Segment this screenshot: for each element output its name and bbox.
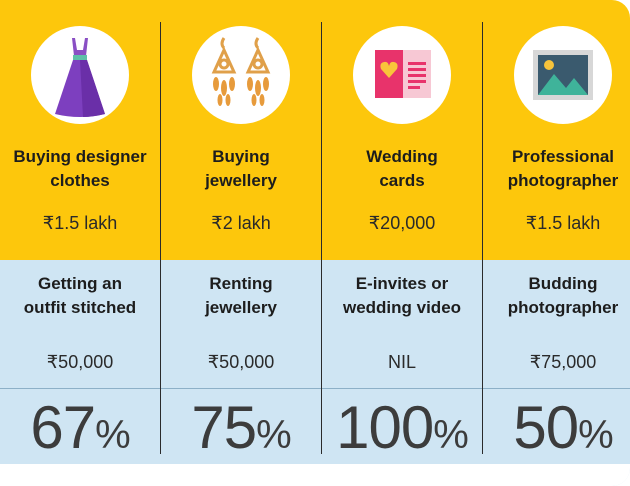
saving-value: 67 [30, 394, 96, 461]
title-line: photographer [507, 298, 619, 317]
budget-options-band [0, 260, 630, 486]
earrings-icon [211, 37, 271, 106]
title-line: jewellery [205, 298, 277, 317]
budget-cost: ₹50,000 [207, 352, 275, 372]
column-divider [160, 22, 161, 454]
budget-cost: ₹50,000 [46, 352, 114, 372]
saving-percent: 50% [483, 388, 630, 475]
budget-option-title: Renting jewellery [161, 272, 321, 320]
title-line: Buying [212, 147, 270, 166]
column-divider [321, 22, 322, 454]
title-line: Wedding [366, 147, 438, 166]
saving-value: 75 [191, 394, 257, 461]
title-line: Renting [209, 274, 273, 293]
budget-option-title: Getting an outfit stitched [0, 272, 160, 320]
icon-circle [353, 26, 451, 124]
title-line: Getting an [37, 274, 123, 293]
expensive-cost: ₹1.5 lakh [525, 213, 601, 233]
title-line: wedding video [342, 298, 462, 317]
saving-value: 100 [336, 394, 434, 461]
column-divider [482, 22, 483, 454]
title-line: jewellery [205, 171, 277, 190]
expensive-cost: ₹1.5 lakh [42, 213, 118, 233]
percent-sign: % [256, 413, 292, 457]
icon-circle [514, 26, 612, 124]
column-photographer: Professional photographer ₹1.5 lakh Budd… [483, 0, 630, 486]
title-line: outfit stitched [23, 298, 137, 317]
title-line: Professional [511, 147, 615, 166]
percent-sign: % [433, 413, 469, 457]
icon-circle [31, 26, 129, 124]
column-jewellery: Buying jewellery ₹2 lakh Renting jewelle… [161, 0, 321, 486]
saving-percent: 100% [322, 388, 482, 475]
saving-value: 50 [513, 394, 579, 461]
budget-option-title: Budding photographer [483, 272, 630, 320]
title-line: photographer [507, 171, 619, 190]
expensive-option-title: Buying jewellery [161, 145, 321, 193]
wedding-card-icon [375, 50, 431, 98]
expensive-cost: ₹2 lakh [211, 213, 271, 233]
photo-icon [533, 50, 593, 100]
savings-row-divider [0, 388, 630, 389]
budget-option-title: E-invites or wedding video [322, 272, 482, 320]
percent-sign: % [578, 413, 614, 457]
expensive-cost: ₹20,000 [368, 213, 436, 233]
title-line: E-invites or [355, 274, 449, 293]
saving-percent: 75% [161, 388, 321, 475]
title-line: cards [379, 171, 425, 190]
budget-cost: ₹75,000 [529, 352, 597, 372]
saving-percent: 67% [0, 388, 160, 475]
budget-cost: NIL [387, 352, 416, 372]
dress-icon [55, 38, 105, 117]
expensive-option-title: Professional photographer [483, 145, 630, 193]
column-wedding-cards: Wedding cards ₹20,000 E-invites or weddi… [322, 0, 482, 486]
percent-sign: % [95, 413, 131, 457]
expensive-option-title: Buying designer clothes [0, 145, 160, 193]
icon-circle [192, 26, 290, 124]
title-line: Budding [528, 274, 598, 293]
title-line: Buying designer [13, 147, 147, 166]
column-designer-clothes: Buying designer clothes ₹1.5 lakh Gettin… [0, 0, 160, 486]
expensive-option-title: Wedding cards [322, 145, 482, 193]
title-line: clothes [50, 171, 110, 190]
